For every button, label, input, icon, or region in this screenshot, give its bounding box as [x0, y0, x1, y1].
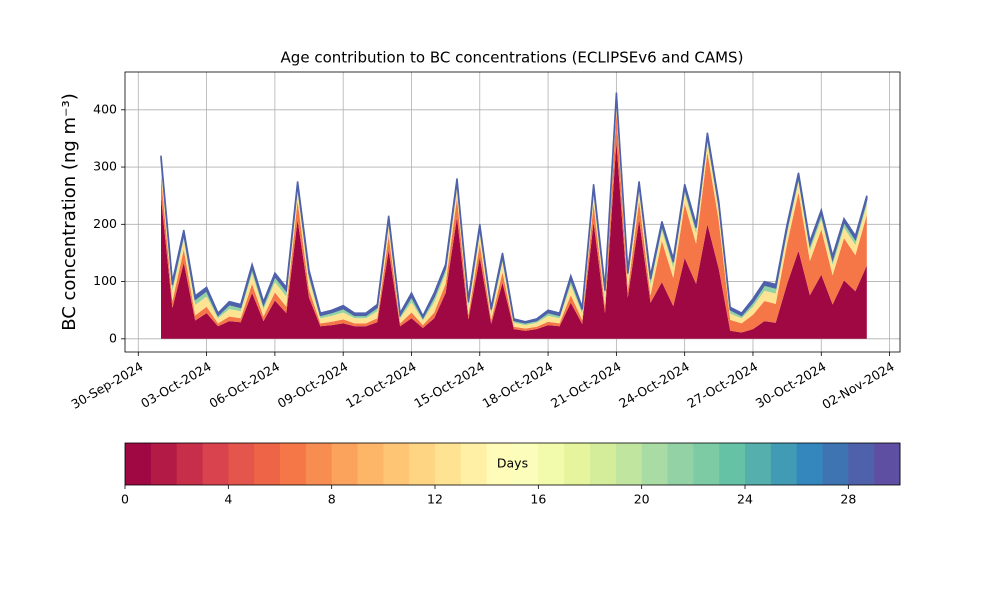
colorbar-bin: [254, 443, 281, 485]
colorbar-tick-label: 4: [224, 492, 232, 507]
plot-frame: [124, 71, 901, 353]
colorbar-bin: [331, 443, 358, 485]
colorbar-bin: [202, 443, 229, 485]
colorbar-label: Days: [497, 456, 528, 471]
chart-title: Age contribution to BC concentrations (E…: [281, 49, 744, 67]
colorbar-bin: [615, 443, 643, 485]
colorbar-tick-label: 12: [427, 492, 443, 507]
colorbar-bin: [745, 443, 772, 485]
colorbar-bin: [874, 443, 901, 485]
colorbar-bin: [667, 443, 694, 485]
colorbar-bin: [409, 443, 436, 485]
colorbar-bin: [460, 443, 488, 485]
colorbar-bin: [564, 443, 591, 485]
colorbar-bin: [176, 443, 203, 485]
colorbar-bin: [357, 443, 384, 485]
colorbar-bin: [719, 443, 746, 485]
y-tick-label: 100: [93, 273, 117, 288]
y-tick-label: 200: [93, 216, 117, 231]
colorbar-bin: [150, 443, 178, 485]
colorbar-bin: [383, 443, 410, 485]
colorbar-bin: [435, 443, 462, 485]
colorbar-frame: [124, 442, 901, 486]
colorbar-bin: [770, 443, 798, 485]
colorbar-bin: [486, 443, 513, 485]
colorbar-tick-label: 8: [328, 492, 336, 507]
colorbar-bin: [125, 443, 152, 485]
y-tick-label: 300: [93, 159, 117, 174]
colorbar-bin: [848, 443, 875, 485]
y-tick-label: 400: [93, 101, 117, 116]
colorbar-bin: [280, 443, 307, 485]
y-axis-label: BC concentration (ng m⁻³): [59, 93, 80, 331]
colorbar-bin: [228, 443, 255, 485]
colorbar-bin: [822, 443, 849, 485]
colorbar-tick-label: 0: [121, 492, 129, 507]
area-layer: [161, 141, 867, 339]
colorbar-bin: [796, 443, 823, 485]
colorbar-tick-label: 28: [840, 492, 856, 507]
colorbar-tick-label: 24: [737, 492, 753, 507]
y-tick-label: 0: [109, 330, 117, 345]
colorbar-bin: [305, 443, 333, 485]
colorbar-tick-label: 16: [530, 492, 546, 507]
colorbar-bin: [538, 443, 565, 485]
colorbar-bin: [693, 443, 720, 485]
colorbar-bin: [512, 443, 539, 485]
colorbar-bin: [590, 443, 617, 485]
area-layer: [160, 92, 868, 324]
colorbar-tick-label: 20: [634, 492, 650, 507]
colorbar-bin: [641, 443, 668, 485]
